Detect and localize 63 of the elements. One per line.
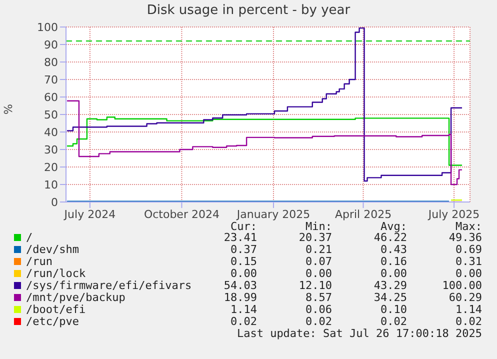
text: 0.21: [304, 243, 332, 256]
text: 0.10: [380, 303, 407, 316]
text: 0.00: [454, 267, 482, 280]
text: 0.43: [380, 243, 407, 256]
legend-label: /run/lock: [26, 267, 86, 280]
text: 18.99: [222, 291, 257, 304]
text: 54.03: [222, 279, 257, 292]
text: 46.22: [372, 231, 407, 244]
text: 0.07: [304, 255, 332, 268]
y-tick-label: 10: [44, 178, 58, 192]
text: 20.37: [298, 231, 332, 244]
x-tick-label: July 2025: [427, 208, 480, 221]
text: 60.29: [448, 291, 482, 304]
text: 0.02: [454, 315, 482, 328]
y-tick-label: 90: [44, 38, 58, 52]
text: 0.02: [230, 315, 257, 328]
x-tick-label: July 2024: [63, 208, 116, 221]
text: 0.00: [304, 267, 332, 280]
text: 8.57: [304, 291, 332, 304]
x-tick-label: January 2025: [236, 208, 310, 221]
y-tick-label: 0: [51, 196, 58, 209]
x-tick-label: October 2024: [144, 208, 220, 221]
legend-label: /etc/pve: [26, 315, 79, 328]
y-tick-label: 100: [37, 20, 58, 34]
legend-label: /sys/firmware/efi/efivars: [26, 279, 192, 292]
text: 0.31: [454, 255, 482, 268]
text: 0.15: [230, 255, 257, 268]
y-axis-title: %: [2, 104, 15, 114]
x-tick-label: April 2025: [334, 208, 392, 221]
text: Min:: [306, 220, 332, 233]
text: 43.29: [372, 279, 407, 292]
text: 100.00: [441, 279, 482, 292]
text: 12.10: [298, 279, 332, 292]
y-tick-label: 40: [44, 126, 58, 139]
chart-title: Disk usage in percent - by year: [146, 3, 352, 18]
text: Cur:: [230, 220, 257, 233]
text: 49.36: [448, 231, 482, 244]
text: Last update: Sat Jul 26 17:00:18 2025: [236, 327, 482, 340]
text: 0.02: [304, 315, 332, 328]
text: 23.41: [222, 231, 257, 244]
text: Max:: [456, 220, 482, 233]
text: 1.14: [454, 303, 482, 316]
legend-label: /run: [26, 255, 52, 268]
text: 0.02: [380, 315, 407, 328]
y-tick-label: 50: [44, 108, 58, 122]
text: 0.00: [380, 267, 407, 280]
legend-label: /dev/shm: [26, 243, 79, 256]
text: 0.69: [454, 243, 482, 256]
y-tick-label: 80: [44, 56, 58, 69]
legend-label: /: [26, 231, 33, 244]
text: 0.00: [230, 267, 257, 280]
legend-label: /mnt/pve/backup: [26, 291, 126, 304]
text: 0.37: [230, 243, 257, 256]
legend-label: /boot/efi: [26, 303, 86, 316]
text: 0.16: [380, 255, 407, 268]
y-tick-label: 70: [44, 73, 58, 86]
text: 34.25: [372, 291, 407, 304]
text: 1.14: [230, 303, 257, 316]
y-tick-label: 30: [44, 143, 58, 156]
text: Avg:: [380, 220, 407, 233]
text: 0.06: [304, 303, 332, 316]
y-tick-label: 60: [44, 90, 58, 104]
y-tick-label: 20: [44, 160, 58, 174]
